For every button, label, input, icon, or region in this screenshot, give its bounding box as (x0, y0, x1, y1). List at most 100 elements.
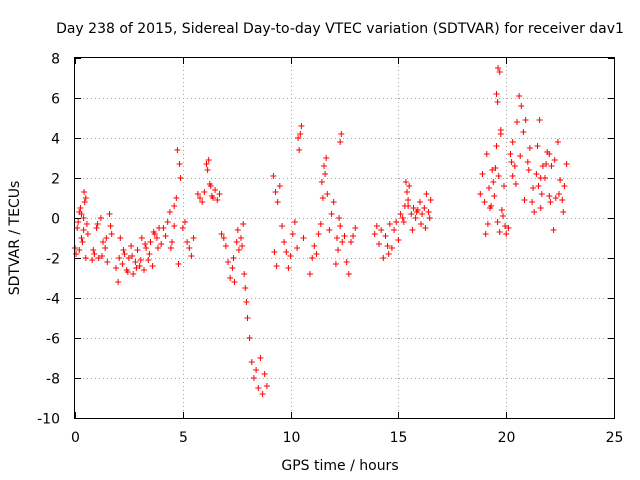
data-point (534, 143, 541, 149)
data-point (408, 211, 415, 217)
data-point (137, 257, 144, 263)
data-point (386, 221, 393, 227)
data-point (341, 233, 348, 239)
data-point (142, 241, 149, 247)
data-point (345, 271, 352, 277)
data-point (239, 243, 246, 249)
data-point (271, 249, 278, 255)
y-tick-label: -8 (46, 372, 60, 388)
data-point (557, 177, 564, 183)
chart-title: Day 238 of 2015, Sidereal Day-to-day VTE… (56, 21, 624, 37)
data-point (281, 239, 288, 245)
data-point (324, 191, 331, 197)
data-point (216, 191, 223, 197)
data-point (509, 173, 516, 179)
data-point (547, 199, 554, 205)
data-point (227, 275, 234, 281)
data-point (343, 259, 350, 265)
data-point (235, 247, 242, 253)
data-point (508, 159, 515, 165)
data-point (492, 165, 499, 171)
data-point (176, 161, 183, 167)
data-point (80, 215, 87, 221)
y-axis-title: SDTVAR / TECUs (7, 181, 23, 296)
data-point (169, 239, 175, 245)
data-point (426, 215, 433, 221)
data-point (274, 199, 281, 205)
data-point (543, 161, 550, 167)
data-point (497, 127, 504, 133)
data-point (240, 221, 247, 227)
data-point (124, 269, 131, 275)
data-point (517, 153, 524, 159)
data-point (138, 235, 145, 241)
plot-frame (74, 57, 615, 419)
data-point (388, 245, 395, 251)
x-tick-label: 20 (498, 430, 516, 446)
data-point (490, 179, 497, 185)
data-point (385, 251, 392, 257)
data-point (273, 263, 280, 269)
data-point (298, 123, 305, 129)
data-point (107, 223, 114, 229)
data-point (535, 183, 542, 189)
data-point (212, 187, 219, 193)
data-point (197, 195, 203, 201)
data-point (318, 179, 325, 185)
data-point (556, 191, 562, 197)
data-point (261, 371, 268, 377)
data-point (253, 367, 260, 373)
data-point (405, 197, 412, 203)
y-tick-label: 8 (51, 52, 60, 68)
data-point (194, 191, 201, 197)
data-point (533, 171, 540, 177)
data-point (184, 239, 191, 245)
data-point (90, 247, 97, 253)
data-point (479, 171, 486, 177)
data-point (561, 183, 568, 189)
data-point (150, 229, 157, 235)
data-point (82, 195, 89, 201)
data-point (421, 205, 428, 211)
data-point (83, 221, 90, 227)
data-point (179, 225, 186, 231)
data-point (132, 259, 139, 265)
data-point (311, 243, 318, 249)
data-point (93, 225, 100, 231)
data-point (147, 239, 154, 245)
data-point (158, 241, 165, 247)
data-point (162, 233, 169, 239)
data-point (120, 247, 127, 253)
data-point (322, 171, 329, 177)
data-point (335, 247, 341, 253)
data-point (418, 221, 424, 227)
data-point (248, 359, 255, 365)
data-point (141, 267, 147, 273)
data-point (117, 235, 124, 241)
data-point (78, 235, 85, 241)
data-point (164, 219, 171, 225)
data-point (560, 209, 567, 215)
data-point (406, 183, 413, 189)
data-point (477, 191, 484, 197)
data-point (103, 235, 110, 241)
data-point (404, 189, 410, 195)
data-point (145, 257, 152, 263)
data-point (89, 257, 96, 263)
data-point (507, 151, 514, 157)
data-point (409, 227, 416, 233)
data-point (482, 231, 489, 237)
data-point (294, 245, 301, 251)
data-point (551, 157, 558, 163)
data-point (246, 335, 253, 341)
y-tick-label: -2 (46, 252, 60, 268)
data-point (509, 139, 516, 145)
data-point (297, 131, 304, 137)
data-point (503, 231, 510, 237)
y-tick-label: 2 (51, 172, 60, 188)
data-point (395, 237, 402, 243)
data-point (116, 255, 123, 261)
data-point (546, 193, 553, 199)
data-point (95, 255, 102, 261)
